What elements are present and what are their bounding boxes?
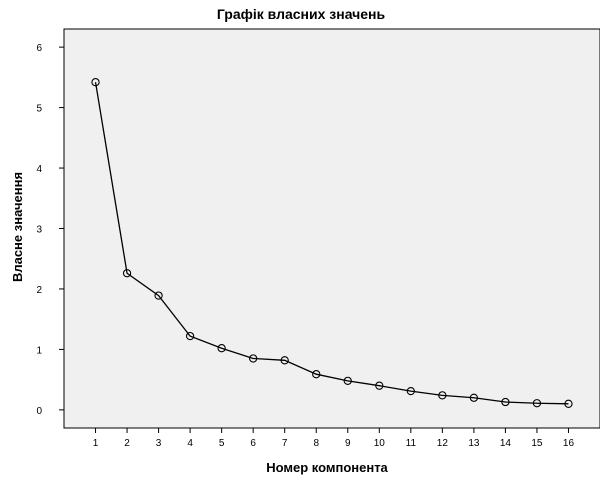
data-point-7 (280, 356, 289, 365)
x-tick-label-13: 13 (468, 438, 480, 449)
x-tick-label-15: 15 (531, 438, 543, 449)
data-point-13 (469, 393, 479, 402)
x-tick-label-1: 1 (93, 438, 99, 449)
data-point-6 (249, 354, 258, 363)
x-tick-label-12: 12 (437, 438, 449, 449)
data-point-5 (217, 344, 226, 353)
x-tick-label-3: 3 (156, 438, 162, 449)
data-point-3 (154, 291, 163, 300)
data-point-10 (375, 381, 384, 390)
data-point-11 (406, 386, 415, 396)
series-line (94, 82, 569, 405)
x-tick-label-16: 16 (563, 438, 575, 449)
x-tick-label-6: 6 (250, 438, 256, 449)
x-tick-label-2: 2 (124, 438, 130, 449)
plot-area (63, 28, 600, 429)
data-point-2 (122, 269, 132, 278)
y-tick-label-2: 2 (36, 285, 42, 296)
x-tick-label-11: 11 (406, 438, 417, 449)
x-axis: 1 2 3 4 5 6 7 8 9 10 11 12 13 14 15 16 (93, 428, 575, 449)
x-tick-label-5: 5 (219, 438, 225, 449)
data-point-16 (564, 399, 573, 408)
data-point-9 (343, 376, 352, 385)
x-tick-label-10: 10 (374, 438, 386, 449)
data-point-1 (91, 78, 100, 87)
x-tick-label-4: 4 (187, 438, 193, 449)
chart-title: Графік власних значень (217, 6, 386, 22)
y-tick-label-4: 4 (36, 164, 42, 175)
y-tick-label-3: 3 (36, 225, 42, 236)
y-axis-label: Власне значення (10, 172, 25, 282)
y-tick-label-6: 6 (36, 43, 42, 54)
y-tick-label-5: 5 (36, 104, 42, 115)
y-tick-label-1: 1 (36, 345, 42, 356)
y-tick-label-0: 0 (36, 406, 42, 417)
x-axis-label: Номер компонента (266, 460, 388, 475)
data-point-14 (501, 397, 510, 407)
scree-series (91, 78, 573, 408)
x-tick-label-9: 9 (345, 438, 351, 449)
x-tick-label-8: 8 (313, 438, 319, 449)
data-point-15 (532, 399, 542, 408)
data-point-8 (312, 370, 321, 379)
x-tick-label-14: 14 (500, 438, 512, 449)
x-tick-label-7: 7 (282, 438, 288, 449)
data-point-4 (185, 331, 195, 341)
y-axis: 0 1 2 3 4 5 6 (36, 43, 64, 417)
data-point-12 (438, 391, 447, 400)
